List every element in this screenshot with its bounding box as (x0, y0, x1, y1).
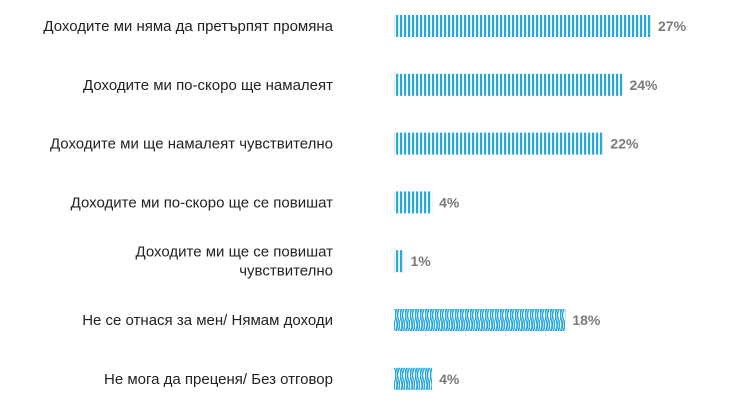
value-label: 4% (439, 371, 460, 387)
category-label: Доходите ми ще намалеят чувствително (50, 136, 333, 153)
category-label: Не се отнася за мен/ Нямам доходи (82, 312, 333, 329)
bar (394, 250, 404, 273)
value-label: 1% (411, 253, 432, 269)
category-label: Доходите ми ще се повишат (136, 244, 334, 261)
category-label: Доходите ми по-скоро ще се повишат (71, 194, 333, 211)
value-label: 18% (572, 312, 601, 328)
bar (394, 309, 566, 331)
category-label: Доходите ми по-скоро ще намалеят (83, 77, 333, 94)
bar (394, 367, 433, 390)
value-label: 24% (629, 77, 658, 93)
bar (394, 191, 433, 214)
bar (394, 15, 651, 37)
value-label: 4% (439, 194, 460, 210)
category-label: чувствително (239, 263, 333, 280)
value-label: 27% (658, 18, 687, 34)
bar (394, 132, 604, 155)
bar (394, 73, 623, 96)
category-label: Доходите ми няма да претърпят промяна (43, 18, 333, 35)
category-label: Не мога да преценя/ Без отговор (104, 371, 333, 388)
value-label: 22% (610, 136, 639, 152)
